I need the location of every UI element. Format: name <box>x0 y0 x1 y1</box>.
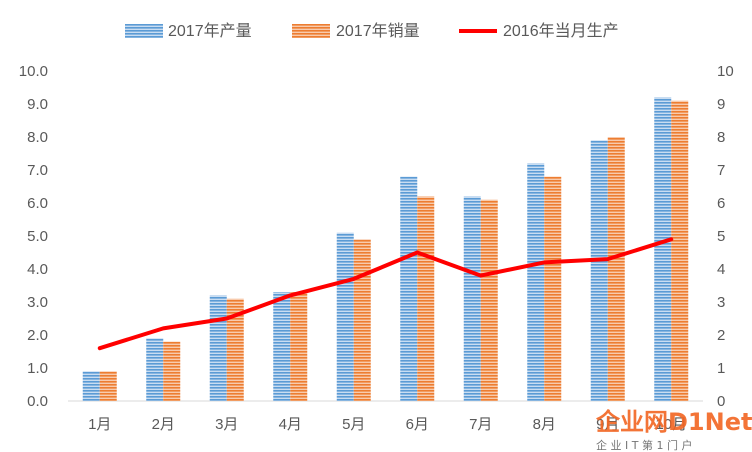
legend-item-sales: 2017年销量 <box>292 22 420 40</box>
bar-sales <box>417 196 435 401</box>
bar-sales <box>480 199 498 401</box>
x-tick-label: 3月 <box>215 416 238 433</box>
bar-production <box>209 295 227 401</box>
y-tick-left-label: 9.0 <box>27 96 48 113</box>
y-tick-left-label: 3.0 <box>27 294 48 311</box>
bar-sales <box>163 341 181 401</box>
bar-sales <box>99 371 117 401</box>
bar-sales <box>353 239 371 401</box>
bar-production <box>336 232 354 401</box>
y-tick-left-label: 2.0 <box>27 327 48 344</box>
y-tick-right-label: 0 <box>717 393 725 410</box>
y-tick-right-label: 6 <box>717 195 725 212</box>
legend: 2017年产量 2017年销量 2016年当月生产 <box>125 22 619 40</box>
bar-production <box>146 338 164 401</box>
bar-production <box>82 371 100 401</box>
y-axis-left: 0.0 1.0 2.0 3.0 4.0 5.0 6.0 7.0 8.0 9.0 10.0 <box>19 63 48 410</box>
bar-sales <box>671 100 689 401</box>
y-tick-right-label: 3 <box>717 294 725 311</box>
y-tick-left-label: 8.0 <box>27 129 48 146</box>
x-tick-label: 8月 <box>533 416 556 433</box>
y-tick-right-label: 10 <box>717 63 734 80</box>
y-tick-left-label: 4.0 <box>27 261 48 278</box>
bar-production <box>590 140 608 402</box>
x-tick-label: 9月 <box>596 416 619 433</box>
bar-sales <box>544 176 562 401</box>
bar-sales <box>290 292 308 401</box>
legend-label-production: 2017年产量 <box>168 22 252 40</box>
legend-swatch-sales <box>292 24 330 38</box>
x-tick-label: 2月 <box>152 416 175 433</box>
y-tick-right-label: 8 <box>717 129 725 146</box>
y-tick-right-label: 5 <box>717 228 725 245</box>
x-axis-categories: 1月 2月 3月 4月 5月 6月 7月 8月 9月 10月 <box>88 416 687 433</box>
y-tick-right-label: 4 <box>717 261 725 278</box>
bar-production <box>654 97 672 402</box>
x-tick-label: 6月 <box>406 416 429 433</box>
legend-label-sales: 2017年销量 <box>336 22 420 40</box>
y-tick-left-label: 0.0 <box>27 393 48 410</box>
legend-label-2016-production: 2016年当月生产 <box>503 22 619 40</box>
bar-production <box>527 163 545 401</box>
watermark-text: 企业网D1Net <box>596 408 752 436</box>
watermark: 企业网D1Net 企 业 I T 第 1 门 户 <box>596 408 752 452</box>
bar-production <box>400 176 418 401</box>
x-tick-label: 10月 <box>655 416 687 433</box>
y-axis-right: 0 1 2 3 4 5 6 7 8 9 10 <box>717 63 734 410</box>
x-tick-label: 7月 <box>469 416 492 433</box>
line-series <box>97 237 674 351</box>
bar-sales <box>226 298 244 401</box>
y-tick-left-label: 10.0 <box>19 63 48 80</box>
bars <box>82 97 689 402</box>
y-tick-left-label: 1.0 <box>27 360 48 377</box>
y-tick-right-label: 9 <box>717 96 725 113</box>
bar-production <box>463 196 481 401</box>
y-tick-right-label: 1 <box>717 360 725 377</box>
y-tick-left-label: 7.0 <box>27 162 48 179</box>
bar-sales <box>607 137 625 401</box>
line-2016-production <box>97 237 674 351</box>
y-tick-left-label: 5.0 <box>27 228 48 245</box>
legend-swatch-production <box>125 24 163 38</box>
x-tick-label: 4月 <box>279 416 302 433</box>
bar-production <box>273 292 291 401</box>
y-tick-left-label: 6.0 <box>27 195 48 212</box>
x-tick-label: 5月 <box>342 416 365 433</box>
y-tick-right-label: 7 <box>717 162 725 179</box>
y-tick-right-label: 2 <box>717 327 725 344</box>
x-tick-label: 1月 <box>88 416 111 433</box>
legend-item-2016-production: 2016年当月生产 <box>459 22 619 40</box>
legend-item-production: 2017年产量 <box>125 22 252 40</box>
watermark-subtext: 企 业 I T 第 1 门 户 <box>596 438 692 452</box>
